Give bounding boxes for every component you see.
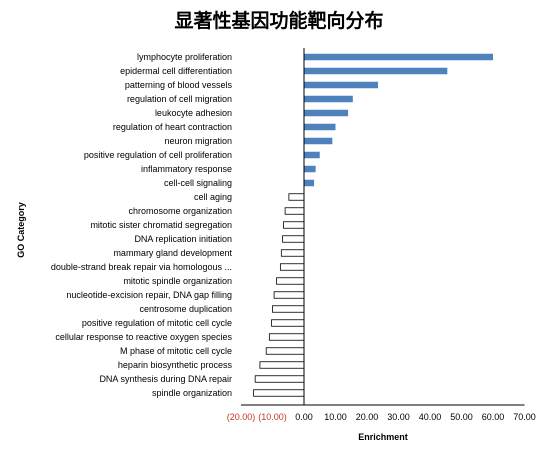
bar-16 [276, 277, 305, 285]
bar-15 [279, 263, 305, 271]
bar-19 [271, 319, 305, 327]
bar-24 [253, 389, 305, 397]
y-axis-label: GO Category [16, 202, 26, 258]
x-tick-3: 10.00 [324, 412, 347, 422]
category-label-24: spindle organization [152, 388, 232, 398]
x-tick-4: 20.00 [356, 412, 379, 422]
bar-11 [284, 207, 305, 215]
category-label-9: cell-cell signaling [164, 178, 232, 188]
bars-group [253, 53, 493, 397]
bar-4 [304, 109, 349, 117]
x-tick-2: 0.00 [295, 412, 313, 422]
bar-23 [254, 375, 305, 383]
bar-12 [283, 221, 305, 229]
category-label-23: DNA synthesis during DNA repair [99, 374, 232, 384]
bar-21 [265, 347, 305, 355]
category-label-6: neuron migration [164, 136, 232, 146]
x-tick-7: 50.00 [450, 412, 473, 422]
bar-10 [288, 193, 305, 201]
category-label-7: positive regulation of cell proliferatio… [84, 150, 232, 160]
category-label-5: regulation of heart contraction [113, 122, 232, 132]
bar-17 [273, 291, 305, 299]
bar-18 [272, 305, 305, 313]
category-label-16: mitotic spindle organization [123, 276, 232, 286]
category-label-15: double-strand break repair via homologou… [51, 262, 232, 272]
category-label-12: mitotic sister chromatid segregation [90, 220, 232, 230]
x-tick-8: 60.00 [482, 412, 505, 422]
category-labels: lymphocyte proliferation epidermal cell d… [51, 52, 233, 398]
category-label-21: M phase of mitotic cell cycle [120, 346, 232, 356]
category-label-22: heparin biosynthetic process [118, 360, 233, 370]
bar-22 [259, 361, 305, 369]
category-label-4: leukocyte adhesion [155, 108, 232, 118]
x-tick-0: (20.00) [227, 412, 256, 422]
category-label-17: nucleotide-excision repair, DNA gap fill… [66, 290, 232, 300]
bar-7 [304, 151, 320, 159]
category-label-0: lymphocyte proliferation [137, 52, 232, 62]
chart-title: 显著性基因功能靶向分布 [174, 9, 383, 32]
category-label-20: cellular response to reactive oxygen spe… [55, 332, 232, 342]
bar-1 [304, 67, 448, 75]
x-tick-labels: (20.00) (10.00) 0.00 10.00 20.00 30.00 40.00 50… [227, 412, 536, 422]
x-tick-5: 30.00 [387, 412, 410, 422]
category-label-19: positive regulation of mitotic cell cycl… [82, 318, 232, 328]
category-label-3: regulation of cell migration [127, 94, 232, 104]
x-tick-1: (10.00) [258, 412, 287, 422]
x-tick-6: 40.00 [419, 412, 442, 422]
category-label-13: DNA replication initiation [134, 234, 232, 244]
bar-20 [268, 333, 305, 341]
bar-2 [304, 81, 379, 89]
bar-8 [304, 165, 316, 173]
category-label-11: chromosome organization [128, 206, 232, 216]
bar-3 [304, 95, 353, 103]
x-tick-9: 70.00 [513, 412, 536, 422]
category-label-14: mammary gland development [113, 248, 232, 258]
bar-6 [304, 137, 333, 145]
category-label-18: centrosome duplication [139, 304, 232, 314]
category-label-1: epidermal cell differentiation [120, 66, 232, 76]
bar-5 [304, 123, 336, 131]
category-label-8: inflammatory response [141, 164, 232, 174]
category-label-2: patterning of blood vessels [125, 80, 233, 90]
bar-0 [304, 53, 493, 61]
bar-13 [282, 235, 305, 243]
bar-14 [280, 249, 305, 257]
bar-9 [304, 179, 315, 187]
category-label-10: cell aging [194, 192, 232, 202]
x-axis-label: Enrichment [358, 432, 408, 442]
